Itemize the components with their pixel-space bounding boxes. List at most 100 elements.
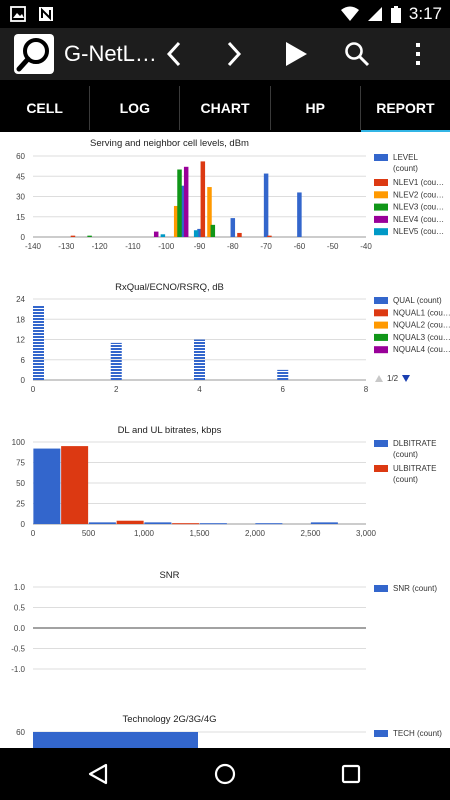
recents-button[interactable] (331, 756, 371, 792)
bar (267, 235, 272, 237)
legend-swatch (374, 440, 388, 447)
x-tick-label: -130 (58, 242, 75, 251)
bar (310, 522, 338, 524)
legend-label: NLEV3 (cou… (393, 203, 444, 212)
legend-swatch (374, 215, 388, 223)
back-button[interactable] (78, 756, 118, 792)
battery-icon (390, 5, 401, 23)
app-title: G-NetL… (64, 41, 157, 66)
home-circle-icon (214, 763, 236, 785)
bar (160, 234, 166, 237)
n-notification-icon (39, 7, 53, 21)
y-tick-label: 0 (21, 233, 26, 242)
bar (207, 187, 212, 237)
bar (61, 446, 89, 524)
y-tick-label: 12 (16, 336, 25, 345)
previous-button[interactable] (154, 34, 194, 74)
legend-swatch (374, 179, 388, 186)
legend-swatch (374, 585, 388, 592)
status-bar: 3:17 (0, 0, 450, 28)
x-tick-label: -120 (92, 242, 109, 251)
bar (197, 228, 202, 237)
bar (33, 305, 44, 380)
legend-label: LEVEL (393, 153, 418, 162)
pager-up-icon[interactable] (375, 375, 383, 382)
x-tick-label: -80 (227, 242, 239, 251)
app-logo-search-icon[interactable] (14, 34, 54, 74)
x-tick-label: -140 (25, 242, 42, 251)
legend-swatch (374, 154, 388, 161)
legend-label: NQUAL2 (cou… (393, 321, 450, 330)
tab-log[interactable]: LOG (90, 86, 181, 130)
y-tick-label: 60 (16, 728, 25, 737)
x-tick-label: 2,000 (245, 529, 266, 538)
legend-label: NQUAL4 (cou… (393, 345, 450, 354)
legend-swatch (374, 730, 388, 737)
x-tick-label: 0 (31, 529, 36, 538)
tab-report[interactable]: REPORT (360, 86, 450, 134)
bar (255, 523, 283, 525)
y-tick-label: 15 (16, 213, 25, 222)
y-tick-label: 18 (16, 315, 25, 324)
legend-swatch (374, 465, 388, 472)
legend-label: SNR (count) (393, 584, 437, 593)
chart-title: RxQual/ECNO/RSRQ, dB (115, 282, 224, 293)
search-icon (345, 42, 370, 67)
status-time: 3:17 (408, 4, 442, 23)
x-tick-label: 2,500 (300, 529, 321, 538)
next-button[interactable] (214, 34, 254, 74)
play-button[interactable] (276, 34, 316, 74)
bar (230, 218, 236, 237)
legend-swatch (374, 228, 388, 236)
bar (193, 230, 199, 237)
x-tick-label: -100 (158, 242, 175, 251)
pager-down-icon[interactable] (402, 375, 410, 382)
more-vertical-icon (416, 43, 420, 65)
y-tick-label: 0.0 (14, 624, 26, 633)
x-tick-label: 1,500 (189, 529, 210, 538)
x-tick-label: 4 (197, 385, 202, 394)
recents-square-icon (341, 764, 361, 784)
x-tick-label: -40 (360, 242, 372, 251)
back-triangle-icon (88, 763, 108, 785)
legend-label: TECH (count) (393, 729, 442, 738)
y-tick-label: 0 (21, 376, 26, 385)
tab-chart[interactable]: CHART (180, 86, 271, 130)
chart-1: Serving and neighbor cell levels, dBm 0 15… (16, 138, 444, 251)
bar (263, 173, 269, 237)
bar (144, 522, 172, 524)
search-button[interactable] (337, 34, 377, 74)
x-tick-label: 3,000 (356, 529, 377, 538)
bar (237, 232, 242, 237)
y-tick-label: 1.0 (14, 583, 26, 592)
wifi-icon (340, 6, 359, 21)
y-tick-label: -0.5 (11, 645, 25, 654)
legend-label: NLEV4 (cou… (393, 215, 444, 224)
bar (153, 231, 159, 237)
legend-swatch (374, 297, 388, 304)
bar (116, 520, 144, 524)
tab-hp[interactable]: HP (271, 86, 361, 130)
legend-pager[interactable]: 1/2 (375, 374, 410, 383)
bar (33, 448, 61, 524)
bar (200, 161, 206, 237)
bar (70, 235, 76, 237)
legend-label: (count) (393, 450, 418, 459)
bar (87, 235, 92, 237)
legend-swatch (374, 309, 388, 317)
x-tick-label: 2 (114, 385, 119, 394)
bar (277, 369, 289, 380)
y-tick-label: 0 (21, 520, 26, 529)
overflow-menu-button[interactable] (398, 34, 438, 74)
play-icon (286, 42, 307, 66)
x-tick-label: 0 (31, 385, 36, 394)
chart-title: Serving and neighbor cell levels, dBm (90, 138, 249, 149)
x-tick-label: 500 (82, 529, 96, 538)
tab-cell[interactable]: CELL (0, 86, 91, 130)
legend-label: NLEV5 (cou… (393, 227, 444, 236)
bar (199, 523, 227, 525)
home-button[interactable] (205, 756, 245, 792)
charts-panel[interactable]: Serving and neighbor cell levels, dBm 0 15… (0, 132, 450, 748)
x-tick-label: 1,000 (134, 529, 155, 538)
